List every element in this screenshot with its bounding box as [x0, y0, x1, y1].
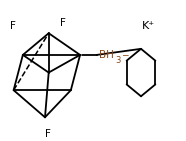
Text: BH: BH	[100, 50, 114, 60]
Text: −: −	[121, 51, 128, 60]
Text: F: F	[10, 21, 16, 31]
Text: F: F	[45, 129, 51, 139]
Text: K⁺: K⁺	[142, 21, 155, 31]
Text: F: F	[60, 18, 65, 28]
Text: 3: 3	[115, 56, 121, 65]
